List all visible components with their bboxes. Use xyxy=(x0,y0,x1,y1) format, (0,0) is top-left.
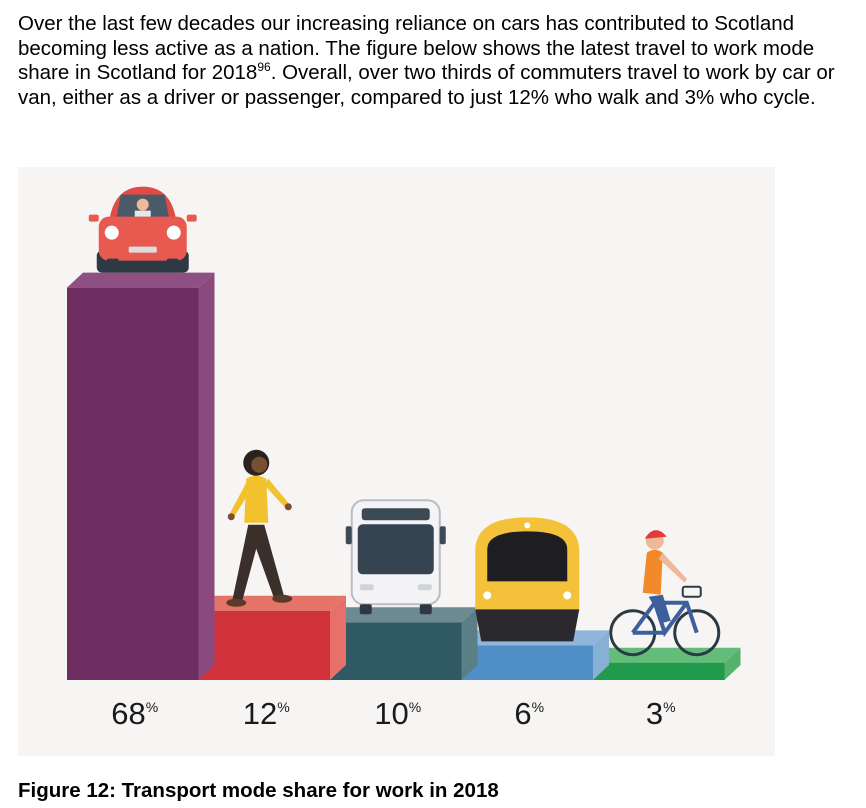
bar-cyclist xyxy=(593,647,741,680)
chart-panel: 68% 12% 10% 6% 3% xyxy=(18,167,775,756)
bar-front xyxy=(67,287,199,680)
bar-front xyxy=(593,662,725,680)
bar-bus xyxy=(330,607,478,680)
bar-side xyxy=(330,595,346,680)
walking-person-icon xyxy=(226,449,293,607)
mode-share-chart: 68% 12% 10% 6% 3% xyxy=(67,186,741,731)
intro-text-part1: Over the last few decades our increasing… xyxy=(18,12,815,84)
bar-side xyxy=(724,647,741,680)
cyclist-icon xyxy=(609,530,721,657)
intro-paragraph: Over the last few decades our increasing… xyxy=(18,12,858,110)
bar-side xyxy=(461,607,478,680)
bar-side xyxy=(593,630,609,680)
bar-top xyxy=(330,607,478,623)
value-label: 12% xyxy=(243,696,290,731)
car-icon xyxy=(88,186,197,273)
value-label: 68% xyxy=(111,696,158,731)
footnote-ref: 96 xyxy=(257,60,271,74)
value-label: 10% xyxy=(374,696,421,731)
bar-side xyxy=(198,272,215,680)
bus-icon xyxy=(345,499,446,615)
bar-front xyxy=(461,645,593,680)
bar-front xyxy=(198,610,330,680)
bar-top xyxy=(67,272,215,288)
bar-front xyxy=(330,622,462,680)
value-label: 6% xyxy=(514,696,544,731)
train-icon xyxy=(475,517,580,642)
bar-top xyxy=(593,647,741,663)
bar-car xyxy=(67,272,215,680)
bar-top xyxy=(198,595,346,611)
intro-text-part2: . Overall, over two thirds of commuters … xyxy=(18,61,835,109)
figure-caption: Figure 12: Transport mode share for work… xyxy=(18,779,499,802)
bar-walking-person xyxy=(198,595,346,680)
value-label: 3% xyxy=(646,696,676,731)
